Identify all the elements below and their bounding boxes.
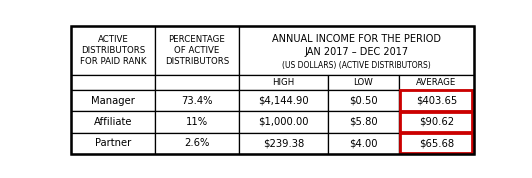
Bar — [71, 133, 155, 154]
Bar — [239, 133, 328, 154]
Text: 73.4%: 73.4% — [181, 96, 213, 106]
Text: $90.62: $90.62 — [419, 117, 454, 127]
Bar — [399, 75, 474, 90]
Bar — [71, 111, 155, 133]
Bar — [401, 133, 472, 153]
Bar — [399, 90, 474, 111]
Bar — [71, 26, 155, 75]
Text: Partner: Partner — [95, 138, 131, 148]
Bar — [71, 75, 155, 90]
Bar — [155, 90, 239, 111]
Bar — [155, 111, 239, 133]
Text: LOW: LOW — [354, 78, 373, 87]
Bar — [239, 111, 328, 133]
Bar — [239, 75, 328, 90]
Text: $4.00: $4.00 — [349, 138, 378, 148]
Bar — [155, 75, 239, 90]
Bar — [399, 111, 474, 133]
Text: 11%: 11% — [186, 117, 208, 127]
Text: $4,144.90: $4,144.90 — [258, 96, 309, 106]
Bar — [401, 90, 472, 111]
Text: JAN 2017 – DEC 2017: JAN 2017 – DEC 2017 — [304, 48, 409, 57]
Text: $5.80: $5.80 — [349, 117, 378, 127]
Bar — [401, 112, 472, 132]
Bar — [155, 133, 239, 154]
Bar — [328, 111, 399, 133]
Text: ANNUAL INCOME FOR THE PERIOD: ANNUAL INCOME FOR THE PERIOD — [272, 34, 440, 44]
Bar — [71, 90, 155, 111]
Text: (US DOLLARS) (ACTIVE DISTRIBUTORS): (US DOLLARS) (ACTIVE DISTRIBUTORS) — [282, 61, 430, 70]
Text: $403.65: $403.65 — [415, 96, 457, 106]
Text: $1,000.00: $1,000.00 — [258, 117, 309, 127]
Bar — [239, 26, 474, 75]
Bar — [328, 133, 399, 154]
Bar — [328, 90, 399, 111]
Bar — [155, 26, 239, 75]
Text: ACTIVE
DISTRIBUTORS
FOR PAID RANK: ACTIVE DISTRIBUTORS FOR PAID RANK — [80, 35, 146, 66]
Text: Affiliate: Affiliate — [94, 117, 132, 127]
Text: $239.38: $239.38 — [263, 138, 304, 148]
Bar — [399, 133, 474, 154]
Text: HIGH: HIGH — [272, 78, 295, 87]
Bar — [328, 75, 399, 90]
Text: AVERAGE: AVERAGE — [416, 78, 456, 87]
Text: $65.68: $65.68 — [419, 138, 454, 148]
Text: Manager: Manager — [92, 96, 135, 106]
Text: PERCENTAGE
OF ACTIVE
DISTRIBUTORS: PERCENTAGE OF ACTIVE DISTRIBUTORS — [165, 35, 229, 66]
Text: 2.6%: 2.6% — [184, 138, 210, 148]
Text: $0.50: $0.50 — [349, 96, 378, 106]
Bar — [239, 90, 328, 111]
